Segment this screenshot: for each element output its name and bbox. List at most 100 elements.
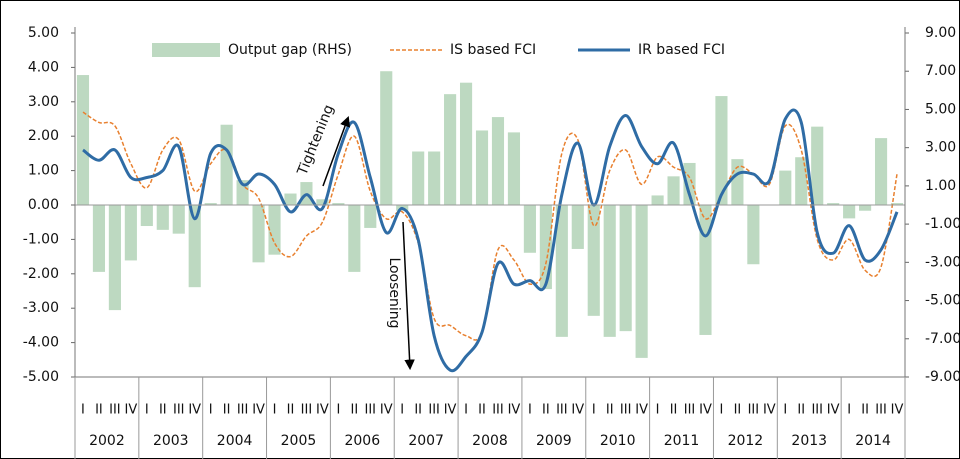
x-subgroup-label: I (847, 403, 851, 418)
bar (587, 205, 600, 316)
bar (475, 130, 489, 205)
y2-tick-label: -3.00 (925, 254, 960, 270)
bar (204, 203, 217, 205)
tightening-arrow (322, 116, 351, 187)
x-subgroup-label: III (301, 403, 313, 418)
bar (124, 205, 137, 261)
x-group-label: 2013 (791, 433, 827, 449)
bar (571, 205, 584, 249)
x-subgroup-label: I (464, 403, 468, 418)
bar (316, 199, 329, 205)
x-subgroup-label: I (656, 403, 660, 418)
y-tick-label: 5.00 (28, 25, 59, 41)
x-subgroup-label: IV (444, 403, 457, 418)
legend-label: IR based FCI (638, 42, 725, 58)
x-group-label: 2010 (600, 433, 636, 449)
bar (491, 117, 505, 205)
x-subgroup-label: III (875, 403, 887, 418)
plot-layer: 5.00 4.00 3.00 2.00 1.00 0.00 -1.00 -2.00 -3.00 -… (23, 25, 960, 459)
x-group-label: 2008 (472, 433, 508, 449)
y2-tick-label: 7.00 (925, 63, 956, 79)
bar (699, 205, 712, 335)
x-subgroup-label: I (145, 403, 149, 418)
x-subgroup-label: III (620, 403, 632, 418)
x-group-label: 2003 (153, 433, 189, 449)
y-tick-label: -1.00 (23, 231, 59, 247)
y-tick-label: 4.00 (28, 59, 59, 75)
bar (140, 205, 153, 227)
x-subgroup-label: II (734, 403, 742, 418)
series-line (82, 111, 898, 341)
x-subgroup-label: IV (763, 403, 776, 418)
bar (348, 205, 361, 272)
y2-tick-label: -9.00 (925, 369, 960, 385)
x-subgroup-label: II (542, 403, 550, 418)
bar (428, 151, 441, 205)
x-subgroup-label: III (748, 403, 760, 418)
x-subgroup-label: IV (699, 403, 712, 418)
x-subgroup-label: III (109, 403, 121, 418)
bar (635, 205, 648, 358)
bar (364, 205, 377, 228)
y2-tick-label: 1.00 (925, 178, 956, 194)
x-subgroup-label: I (81, 403, 85, 418)
x-subgroup-label: I (273, 403, 277, 418)
y2-tick-label: -7.00 (925, 331, 960, 347)
x-group-label: 2006 (344, 433, 380, 449)
bar (731, 159, 744, 205)
x-subgroup-label: III (365, 403, 377, 418)
y-tick-label: 1.00 (28, 163, 59, 179)
x-subgroup-label: II (287, 403, 295, 418)
bar (108, 205, 121, 311)
bar (284, 193, 297, 205)
bar (92, 205, 106, 272)
x-subgroup-label: II (797, 403, 805, 418)
annotation: Loosening (386, 257, 402, 328)
x-group-label: 2005 (281, 433, 317, 449)
annotation: Tightening (294, 103, 337, 179)
bar (667, 176, 680, 205)
x-subgroup-label: I (720, 403, 724, 418)
bar (444, 94, 457, 205)
x-subgroup-label: III (811, 403, 823, 418)
bar (539, 205, 552, 290)
bar (507, 132, 521, 205)
x-group-label: 2012 (728, 433, 764, 449)
bar (811, 126, 824, 205)
bar (220, 124, 233, 205)
legend-swatch (152, 43, 220, 57)
x-subgroup-label: II (670, 403, 678, 418)
x-subgroup-label: II (350, 403, 358, 418)
bar (779, 170, 792, 205)
bar (795, 157, 808, 205)
y2-tick-label: 9.00 (925, 25, 956, 41)
x-subgroup-label: II (861, 403, 869, 418)
y2-tick-label: 5.00 (925, 101, 956, 117)
x-subgroup-label: II (478, 403, 486, 418)
x-subgroup-label: IV (571, 403, 584, 418)
legend-label: IS based FCI (450, 42, 536, 58)
bar (747, 205, 760, 265)
x-subgroup-label: III (556, 403, 568, 418)
y-tick-label: 3.00 (28, 94, 59, 110)
y-tick-label: 2.00 (28, 128, 59, 144)
bar (332, 203, 345, 205)
x-group-label: 2011 (664, 433, 700, 449)
y2-tick-label: -1.00 (925, 216, 960, 232)
bar (603, 205, 616, 337)
x-subgroup-label: II (414, 403, 422, 418)
x-subgroup-label: IV (124, 403, 137, 418)
bar (188, 205, 201, 288)
x-subgroup-label: I (336, 403, 340, 418)
x-group-label: 2014 (855, 433, 891, 449)
bar (874, 138, 888, 205)
x-subgroup-label: III (173, 403, 185, 418)
x-subgroup-label: II (159, 403, 167, 418)
x-subgroup-label: III (684, 403, 696, 418)
bar (555, 205, 568, 337)
x-subgroup-label: IV (316, 403, 329, 418)
x-subgroup-label: III (428, 403, 440, 418)
y-tick-label: -5.00 (23, 369, 59, 385)
x-subgroup-label: I (209, 403, 213, 418)
x-subgroup-label: IV (188, 403, 201, 418)
